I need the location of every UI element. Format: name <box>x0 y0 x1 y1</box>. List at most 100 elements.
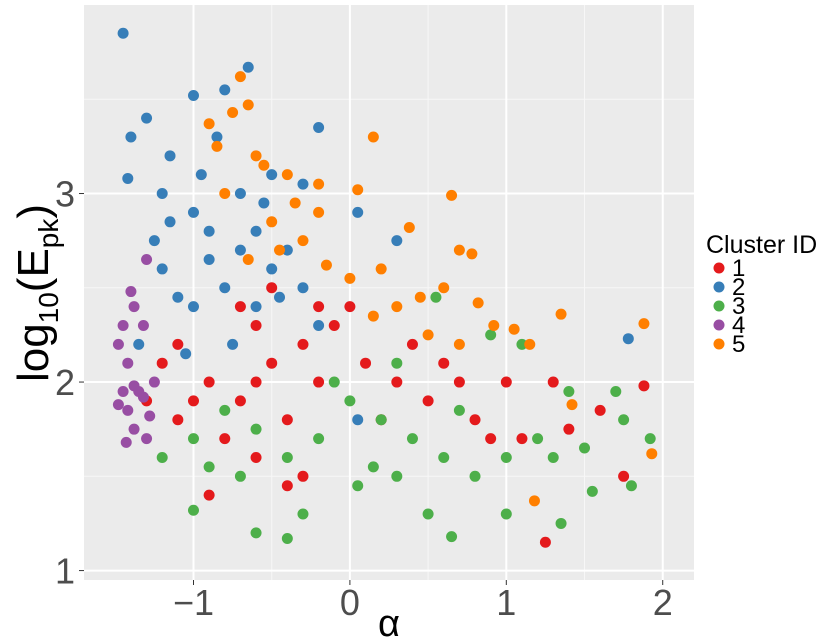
point-cluster-3 <box>203 461 215 473</box>
plot-panel <box>84 5 694 580</box>
point-cluster-3 <box>438 451 450 463</box>
legend-label-3: 3 <box>732 293 745 320</box>
point-cluster-4 <box>148 376 160 388</box>
point-cluster-4 <box>120 436 132 448</box>
point-cluster-3 <box>469 470 481 482</box>
x-tick-label: −1 <box>173 582 214 623</box>
point-cluster-4 <box>144 410 156 422</box>
point-cluster-1 <box>539 536 551 548</box>
legend-key-4 <box>713 319 725 331</box>
point-cluster-5 <box>555 308 567 320</box>
point-cluster-1 <box>172 414 184 426</box>
point-cluster-1 <box>313 301 325 313</box>
point-cluster-5 <box>242 99 254 111</box>
point-cluster-3 <box>328 376 340 388</box>
point-cluster-4 <box>117 319 129 331</box>
point-cluster-2 <box>122 172 134 184</box>
point-cluster-1 <box>266 282 278 294</box>
minor-gridlines <box>84 5 694 580</box>
legend-label-4: 4 <box>732 312 745 339</box>
point-cluster-1 <box>234 301 246 313</box>
y-axis-title-sub10: 10 <box>33 292 64 323</box>
point-cluster-1 <box>250 451 262 463</box>
point-cluster-2 <box>195 169 207 181</box>
y-axis-title-subpk: pk <box>33 218 64 249</box>
point-cluster-3 <box>250 423 262 435</box>
point-cluster-5 <box>367 131 379 143</box>
point-cluster-4 <box>112 338 124 350</box>
point-cluster-2 <box>352 414 364 426</box>
point-cluster-1 <box>219 433 231 445</box>
point-cluster-3 <box>446 531 458 543</box>
point-cluster-2 <box>133 338 145 350</box>
point-cluster-5 <box>508 323 520 335</box>
point-cluster-5 <box>403 221 415 233</box>
point-cluster-3 <box>344 395 356 407</box>
point-cluster-5 <box>414 291 426 303</box>
point-cluster-1 <box>234 395 246 407</box>
x-tick-label: 0 <box>340 582 360 623</box>
point-cluster-4 <box>141 254 153 266</box>
point-cluster-2 <box>203 225 215 237</box>
point-cluster-3 <box>644 433 656 445</box>
point-cluster-5 <box>466 248 478 260</box>
point-cluster-3 <box>485 329 497 341</box>
point-cluster-5 <box>446 189 458 201</box>
point-cluster-1 <box>594 404 606 416</box>
point-cluster-3 <box>625 480 637 492</box>
point-cluster-3 <box>391 470 403 482</box>
point-cluster-1 <box>172 338 184 350</box>
data-points <box>112 27 658 548</box>
y-axis-title-close: ) <box>9 204 58 219</box>
point-cluster-3 <box>234 470 246 482</box>
point-cluster-1 <box>344 301 356 313</box>
point-cluster-4 <box>133 385 145 397</box>
point-cluster-3 <box>586 485 598 497</box>
point-cluster-1 <box>406 338 418 350</box>
point-cluster-1 <box>250 319 262 331</box>
point-cluster-1 <box>516 433 528 445</box>
point-cluster-3 <box>367 461 379 473</box>
point-cluster-5 <box>352 184 364 196</box>
legend-key-2 <box>713 281 725 293</box>
point-cluster-3 <box>453 404 465 416</box>
point-cluster-1 <box>360 357 372 369</box>
point-cluster-2 <box>164 216 176 228</box>
point-cluster-5 <box>472 297 484 309</box>
point-cluster-3 <box>156 451 168 463</box>
point-cluster-2 <box>352 206 364 218</box>
point-cluster-3 <box>610 385 622 397</box>
point-cluster-5 <box>274 244 286 256</box>
point-cluster-5 <box>320 259 332 271</box>
point-cluster-1 <box>187 395 199 407</box>
point-cluster-1 <box>422 395 434 407</box>
point-cluster-2 <box>148 235 160 247</box>
point-cluster-5 <box>638 318 650 330</box>
point-cluster-2 <box>313 122 325 134</box>
legend-key-1 <box>713 262 725 274</box>
point-cluster-4 <box>128 301 140 313</box>
point-cluster-3 <box>422 508 434 520</box>
point-cluster-4 <box>141 433 153 445</box>
point-cluster-2 <box>156 263 168 275</box>
point-cluster-1 <box>500 376 512 388</box>
y-tick-label: 2 <box>55 362 75 403</box>
point-cluster-5 <box>266 216 278 228</box>
point-cluster-1 <box>485 433 497 445</box>
point-cluster-2 <box>156 188 168 200</box>
point-cluster-1 <box>250 376 262 388</box>
point-cluster-4 <box>117 385 129 397</box>
point-cluster-2 <box>297 178 309 190</box>
point-cluster-1 <box>438 357 450 369</box>
major-gridlines <box>84 5 694 580</box>
point-cluster-2 <box>180 348 192 360</box>
point-cluster-5 <box>289 197 301 209</box>
point-cluster-2 <box>125 131 137 143</box>
y-axis-ticks: 1 2 3 <box>55 174 84 592</box>
point-cluster-3 <box>532 433 544 445</box>
x-tick-label: 2 <box>653 582 673 623</box>
point-cluster-3 <box>500 508 512 520</box>
point-cluster-5 <box>297 235 309 247</box>
point-cluster-2 <box>187 301 199 313</box>
